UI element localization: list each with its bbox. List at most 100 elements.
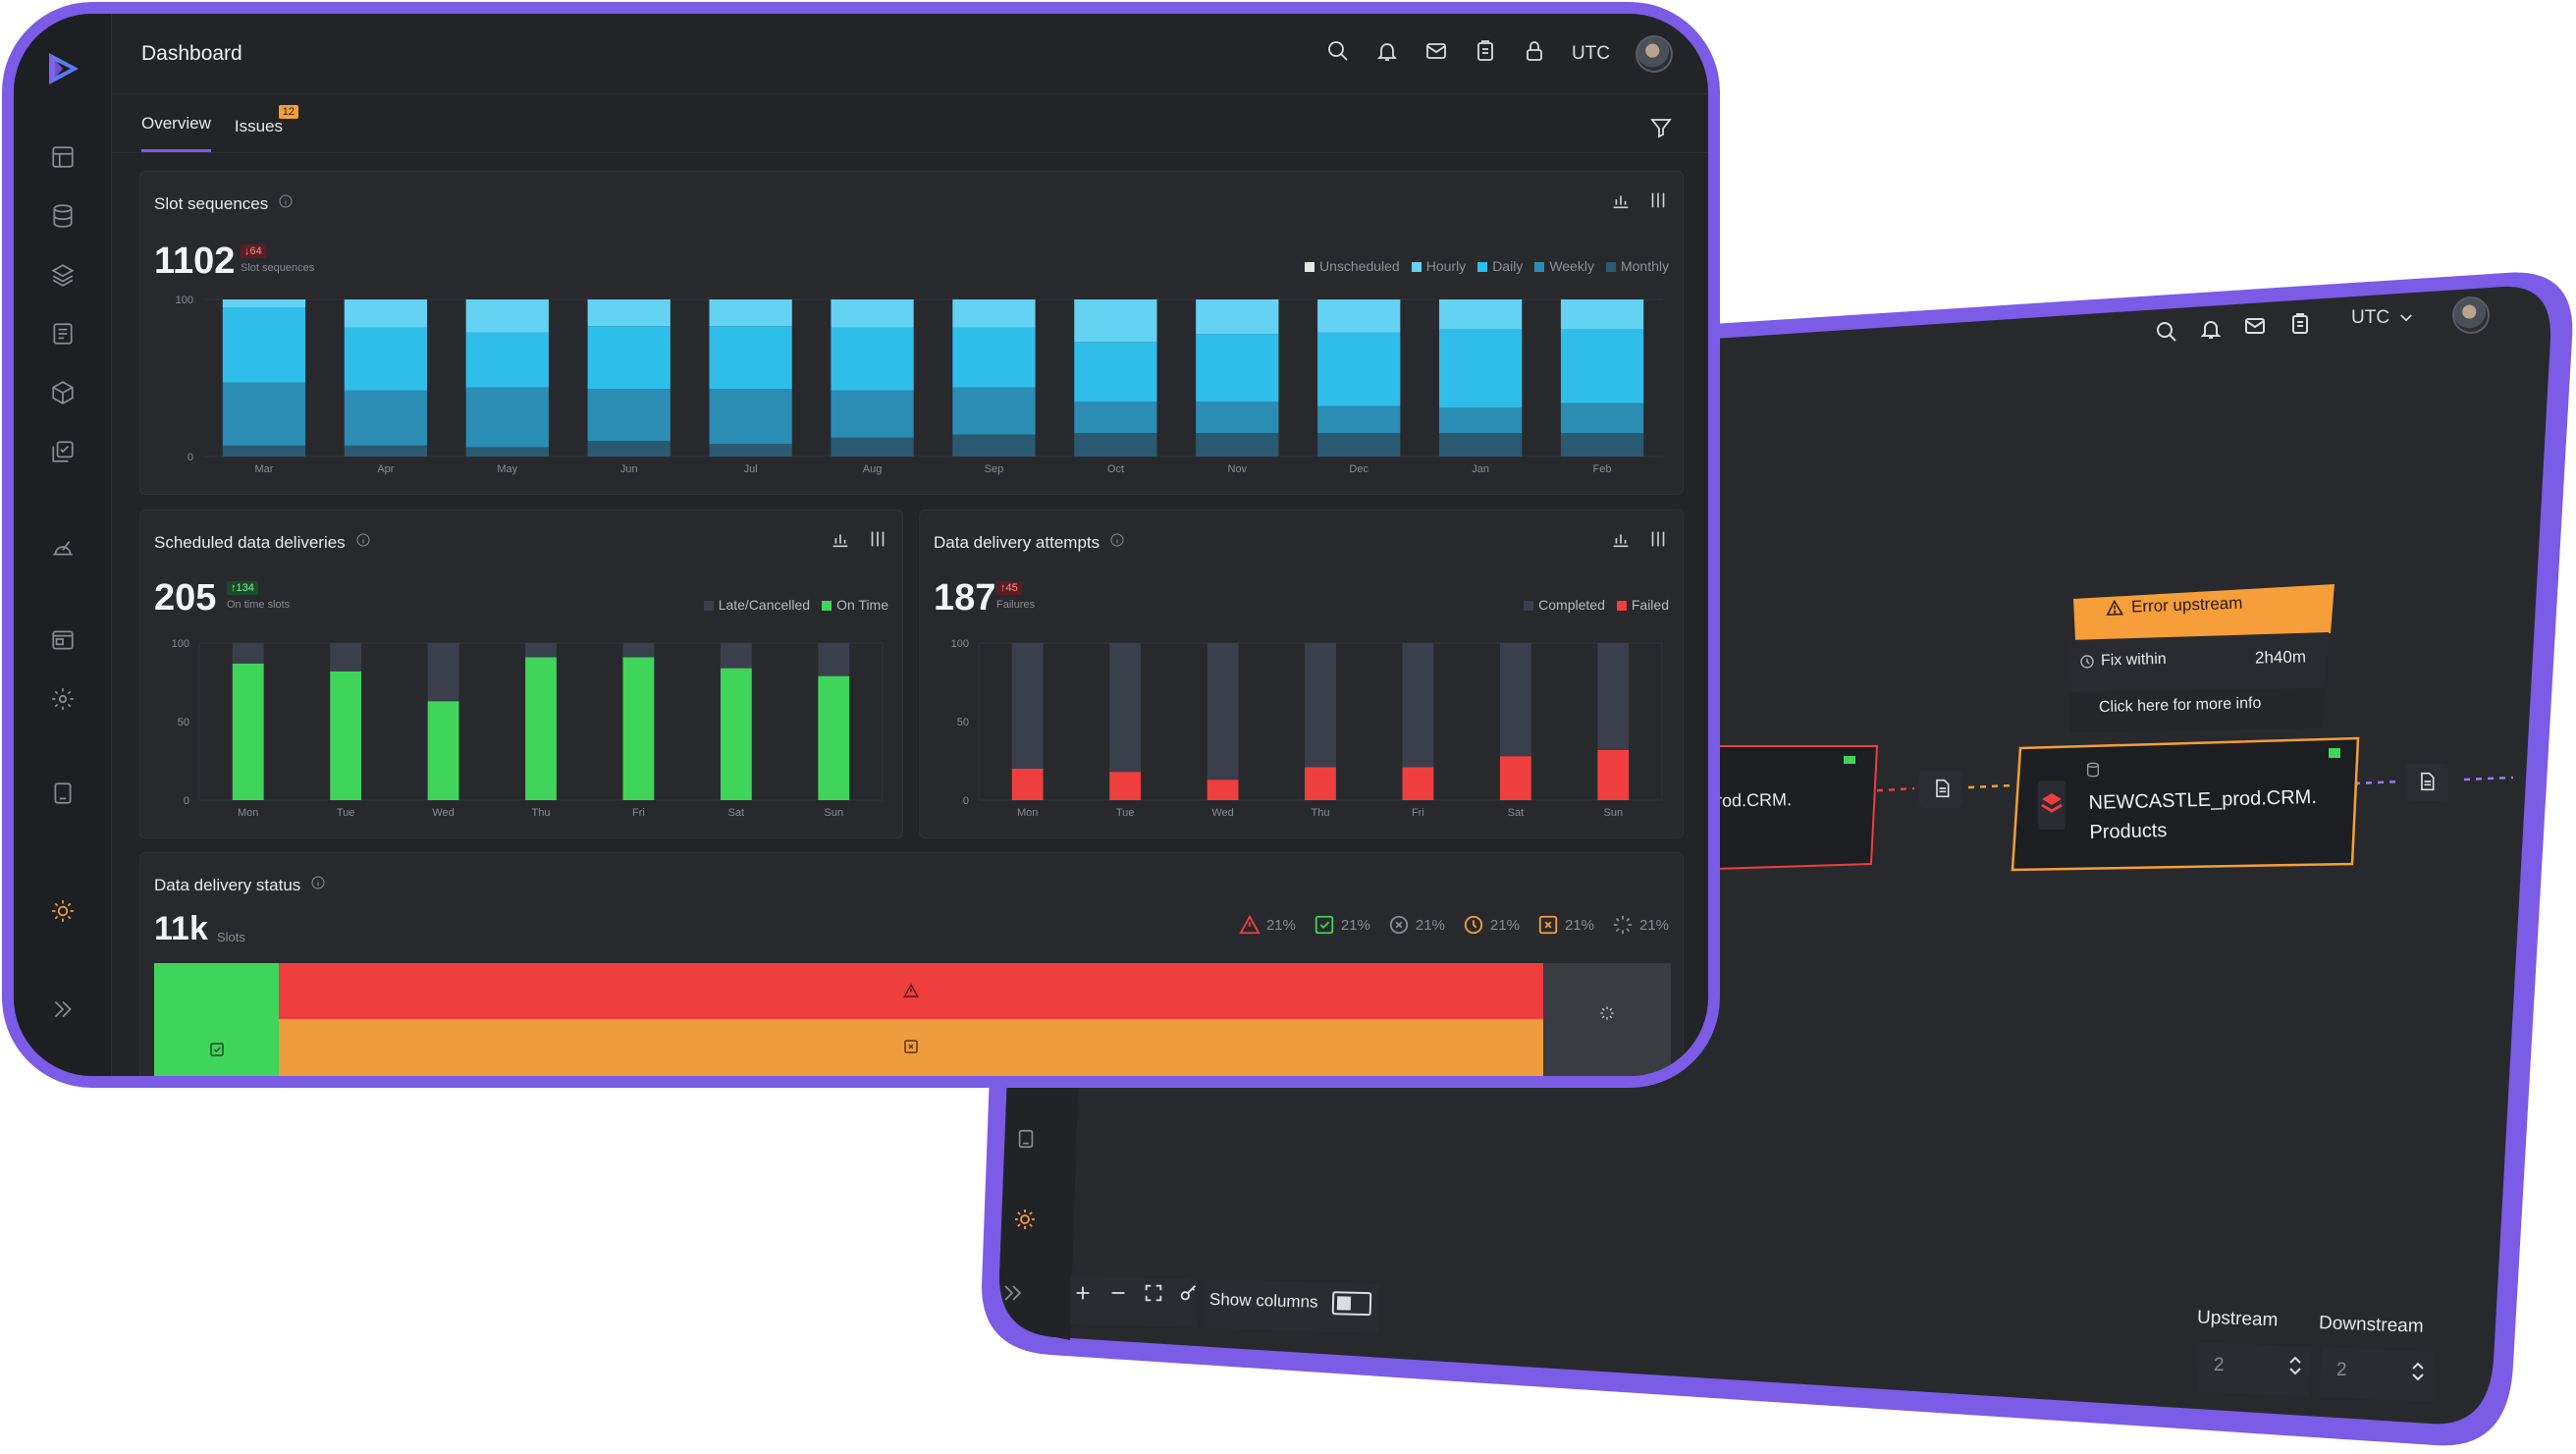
attempts-legend: Completed Failed	[1524, 597, 1669, 613]
checklist-icon[interactable]	[43, 432, 82, 471]
status-pending[interactable]: 21%	[1612, 914, 1669, 936]
warning-icon	[2106, 599, 2124, 618]
info-icon[interactable]	[355, 532, 371, 553]
status-late[interactable]: 21%	[1463, 914, 1520, 936]
success-block[interactable]	[154, 963, 279, 1076]
failed-block[interactable]	[279, 1019, 1543, 1076]
status-treemap	[154, 963, 1671, 1076]
slot-sequences-sublabel: Slot sequences	[241, 262, 314, 274]
x-tick-label: Aug	[863, 463, 883, 475]
loader-icon	[1599, 1005, 1615, 1021]
pending-block[interactable]	[1543, 963, 1671, 1076]
upstream-input[interactable]: 2	[2214, 1355, 2225, 1376]
bar-segment	[623, 657, 655, 800]
columns-icon[interactable]	[1647, 528, 1669, 555]
document-list-icon[interactable]	[43, 314, 82, 353]
left-node-label[interactable]: rod.CRM.	[1716, 789, 1792, 811]
legend-monthly: Monthly	[1606, 258, 1669, 274]
bar-segment	[1317, 406, 1400, 433]
expand-sidebar-icon[interactable]	[43, 990, 82, 1029]
bar-segment	[952, 299, 1035, 328]
bell-icon[interactable]	[1375, 39, 1399, 68]
fix-within-value: 2h40m	[2255, 647, 2306, 668]
search-icon[interactable]	[1326, 39, 1350, 68]
lineage-mail-icon[interactable]	[2243, 314, 2267, 343]
layers-icon[interactable]	[43, 255, 82, 295]
check-square-icon	[209, 1042, 225, 1057]
lineage-expand-icon[interactable]	[999, 1281, 1027, 1310]
show-columns-toggle[interactable]: Show columns	[1209, 1288, 1371, 1316]
bar-segment	[1109, 643, 1141, 772]
x-square-icon	[1537, 914, 1559, 936]
sidebar	[14, 14, 112, 1076]
bar-segment	[1561, 433, 1643, 457]
cube-icon[interactable]	[43, 373, 82, 412]
bar-segment	[1317, 299, 1400, 333]
lineage-book-icon[interactable]	[1015, 1127, 1037, 1156]
bar-segment	[588, 389, 671, 441]
lineage-clipboard-icon[interactable]	[2288, 312, 2312, 341]
more-info-link[interactable]: Click here for more info	[2099, 695, 2262, 717]
tab-issues[interactable]: Issues 12	[235, 117, 283, 152]
upstream-stepper-icon[interactable]	[2287, 1355, 2303, 1381]
x-tick-label: Sat	[728, 807, 745, 819]
zoom-out-icon[interactable]	[1107, 1282, 1129, 1304]
lineage-timezone-select[interactable]: UTC	[2351, 307, 2415, 329]
database-icon[interactable]	[43, 196, 82, 236]
clipboard-icon[interactable]	[1474, 39, 1497, 68]
x-square-icon	[903, 1039, 919, 1054]
key-icon[interactable]	[1178, 1282, 1200, 1304]
bar-segment	[428, 643, 459, 701]
filter-icon[interactable]	[1649, 116, 1673, 144]
bar-chart-icon[interactable]	[1610, 528, 1632, 555]
x-tick-label: Sun	[824, 807, 843, 819]
fit-screen-icon[interactable]	[1143, 1282, 1164, 1304]
loader-icon	[1612, 914, 1634, 936]
avatar[interactable]	[1636, 35, 1673, 73]
timezone-select[interactable]: UTC	[1572, 43, 1610, 65]
browser-window-icon[interactable]	[43, 620, 82, 660]
info-icon[interactable]	[278, 193, 294, 214]
layout-icon[interactable]	[43, 137, 82, 177]
downstream-input[interactable]: 2	[2336, 1360, 2347, 1381]
bar-segment	[1196, 402, 1278, 433]
columns-icon[interactable]	[867, 528, 888, 555]
mail-icon[interactable]	[1424, 39, 1448, 68]
book-icon[interactable]	[43, 774, 82, 813]
gauge-icon[interactable]	[43, 526, 82, 565]
error-upstream-banner[interactable]: Error upstream	[2106, 594, 2243, 619]
bar-segment	[818, 676, 849, 800]
edge-document-icon[interactable]	[1932, 778, 1952, 804]
theme-sun-icon[interactable]	[43, 891, 82, 931]
status-success[interactable]: 21%	[1314, 914, 1370, 936]
status-summary: 21% 21% 21% 21% 21% 21%	[1239, 914, 1669, 936]
delivery-status-title: Data delivery status	[154, 876, 300, 895]
bar-segment	[1561, 299, 1643, 329]
toggle-switch[interactable]	[1331, 1291, 1371, 1316]
status-cancelled[interactable]: 21%	[1388, 914, 1445, 936]
bar-chart-icon[interactable]	[1610, 189, 1632, 216]
bar-chart-icon[interactable]	[830, 528, 851, 555]
info-icon[interactable]	[310, 875, 326, 895]
tab-overview[interactable]: Overview	[141, 114, 211, 152]
gear-icon[interactable]	[43, 679, 82, 719]
lineage-bell-icon[interactable]	[2199, 317, 2223, 346]
y-tick-label: 0	[184, 795, 189, 807]
warning-block[interactable]	[279, 963, 1543, 1019]
lock-icon[interactable]	[1523, 39, 1546, 68]
main-node-label[interactable]: NEWCASTLE_prod.CRM. Products	[2088, 782, 2318, 847]
status-warning[interactable]: 21%	[1239, 914, 1296, 936]
bar-segment	[1305, 643, 1336, 767]
lineage-avatar[interactable]	[2452, 296, 2490, 334]
edge-document-icon-2[interactable]	[2417, 771, 2437, 797]
lineage-search-icon[interactable]	[2155, 320, 2178, 349]
x-tick-label: Mon	[1017, 807, 1038, 819]
lineage-theme-sun-icon[interactable]	[1013, 1208, 1037, 1236]
status-failed[interactable]: 21%	[1537, 914, 1594, 936]
info-icon[interactable]	[1109, 532, 1125, 553]
columns-icon[interactable]	[1647, 189, 1669, 216]
downstream-stepper-icon[interactable]	[2410, 1361, 2426, 1387]
logo-icon[interactable]	[43, 49, 82, 88]
zoom-in-icon[interactable]	[1072, 1282, 1094, 1304]
